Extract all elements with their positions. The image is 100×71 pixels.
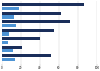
Bar — [2, 24, 16, 27]
Bar — [2, 37, 40, 40]
Bar — [2, 12, 61, 15]
Bar — [2, 32, 9, 36]
Bar — [2, 49, 13, 52]
Bar — [2, 29, 54, 32]
Bar — [2, 41, 8, 44]
Bar — [2, 54, 51, 57]
Bar — [2, 3, 84, 6]
Bar — [2, 15, 14, 19]
Bar — [2, 7, 19, 10]
Bar — [2, 20, 70, 23]
Bar — [2, 46, 23, 49]
Bar — [2, 58, 15, 61]
